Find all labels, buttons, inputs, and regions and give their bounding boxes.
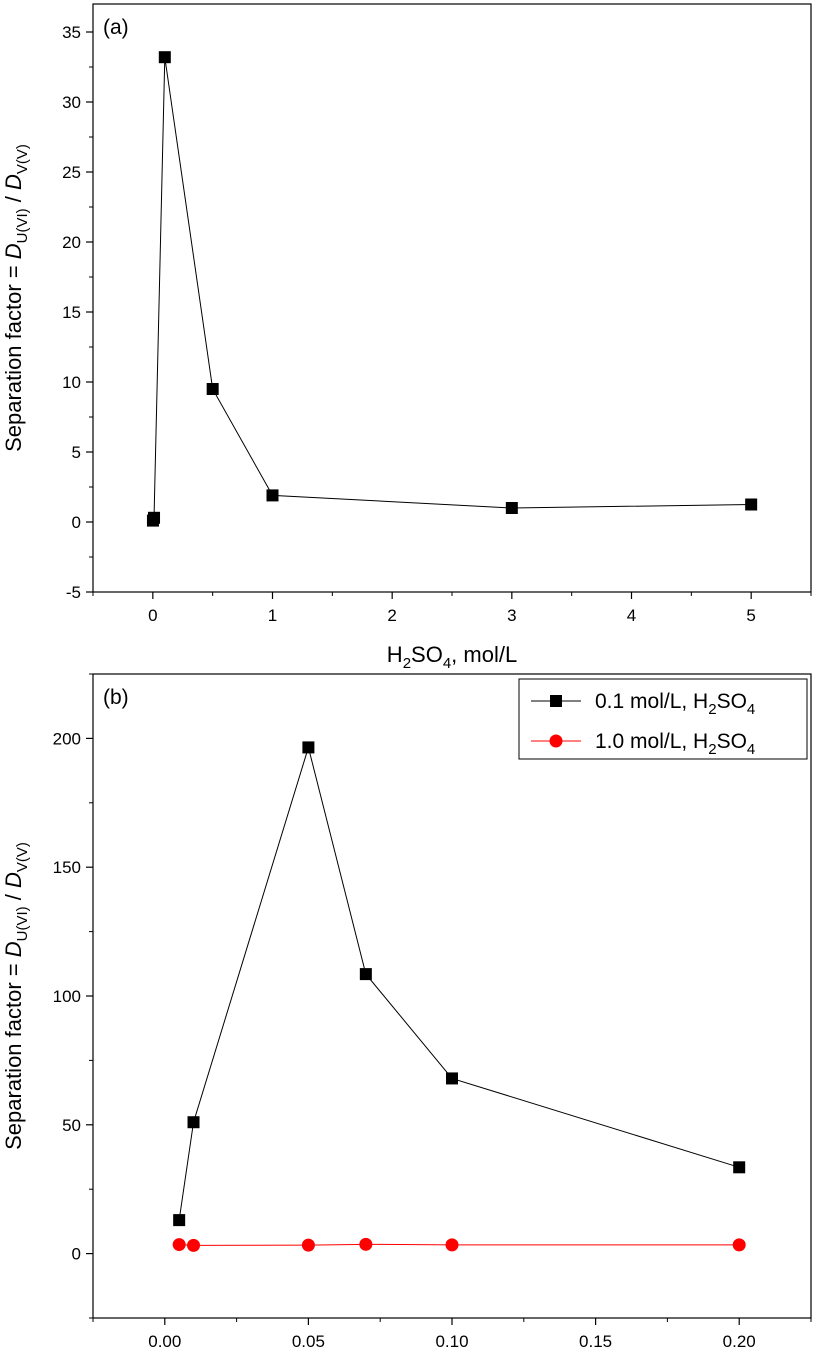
y-tick-label: 15 <box>62 303 81 322</box>
data-point-square <box>173 1214 186 1227</box>
y-tick-label: 35 <box>62 23 81 42</box>
x-tick-label: 0.20 <box>723 1332 756 1351</box>
y-axis-title: Separation factor = DU(VI) / DV(V) <box>1 144 31 452</box>
x-tick-label: 0.05 <box>292 1332 325 1351</box>
data-point-square <box>266 489 279 502</box>
data-point-circle <box>445 1238 459 1252</box>
data-point-square <box>733 1161 746 1174</box>
x-tick-label: 0.15 <box>579 1332 612 1351</box>
legend-label-1: 1.0 mol/L, H2SO4 <box>595 730 755 758</box>
x-tick-label: 0 <box>148 606 157 625</box>
y-tick-label: 20 <box>62 233 81 252</box>
plot-frame <box>92 3 812 593</box>
y-tick-label: 0 <box>72 513 81 532</box>
x-axis-title: H2SO4, mol/L <box>387 642 517 672</box>
x-tick-label: 2 <box>387 606 396 625</box>
y-tick-label: 0 <box>72 1245 81 1264</box>
y-tick-label: 200 <box>53 729 81 748</box>
data-point-circle <box>187 1238 201 1252</box>
legend-marker-circle <box>549 734 563 748</box>
y-tick-label: 5 <box>72 443 81 462</box>
x-tick-label: 5 <box>746 606 755 625</box>
y-tick-label: -5 <box>66 583 81 602</box>
data-point-square <box>187 1116 200 1129</box>
panel-label: (b) <box>103 686 129 709</box>
data-point-circle <box>301 1238 315 1252</box>
data-point-square <box>206 383 219 395</box>
x-tick-label: 3 <box>507 606 516 625</box>
data-point-square <box>446 1072 458 1085</box>
y-tick-label: 30 <box>62 93 81 112</box>
x-tick-label: 1 <box>268 606 277 625</box>
legend-label-0: 0.1 mol/L, H2SO4 <box>595 690 755 718</box>
series-line-0 <box>152 57 752 521</box>
data-point-circle <box>732 1238 746 1252</box>
data-point-square <box>745 498 758 511</box>
y-tick-label: 150 <box>53 858 81 877</box>
data-point-circle <box>172 1238 186 1252</box>
y-tick-label: 10 <box>62 373 81 392</box>
series-line-0 <box>178 745 740 1221</box>
series-line-1 <box>179 1243 740 1246</box>
data-point-square <box>148 511 161 524</box>
y-axis-title: Separation factor = DU(VI) / DV(V) <box>1 842 31 1150</box>
data-point-circle <box>359 1237 373 1251</box>
y-tick-label: 50 <box>62 1116 81 1135</box>
x-tick-label: 4 <box>627 606 636 625</box>
x-tick-label: 0.10 <box>435 1332 468 1351</box>
plot-frame <box>92 673 812 1319</box>
chart-panel-0: 0 1 2 3 4 5 -5 0 5 10 15 20 25 30 35 (a) H2SO4, mol/L Sep… <box>1 3 812 672</box>
panel-label: (a) <box>103 16 129 39</box>
data-point-square <box>158 51 171 64</box>
legend-marker-square <box>550 695 562 707</box>
data-point-square <box>302 741 315 754</box>
data-point-square <box>505 502 518 514</box>
y-tick-label: 100 <box>53 987 81 1006</box>
legend-box <box>518 678 808 760</box>
chart-panel-1: 0.000.050.100.150.20050100150200(b)Alami… <box>1 673 812 1351</box>
x-tick-label: 0.00 <box>148 1332 181 1351</box>
data-point-square <box>359 968 372 981</box>
y-tick-label: 25 <box>62 163 81 182</box>
